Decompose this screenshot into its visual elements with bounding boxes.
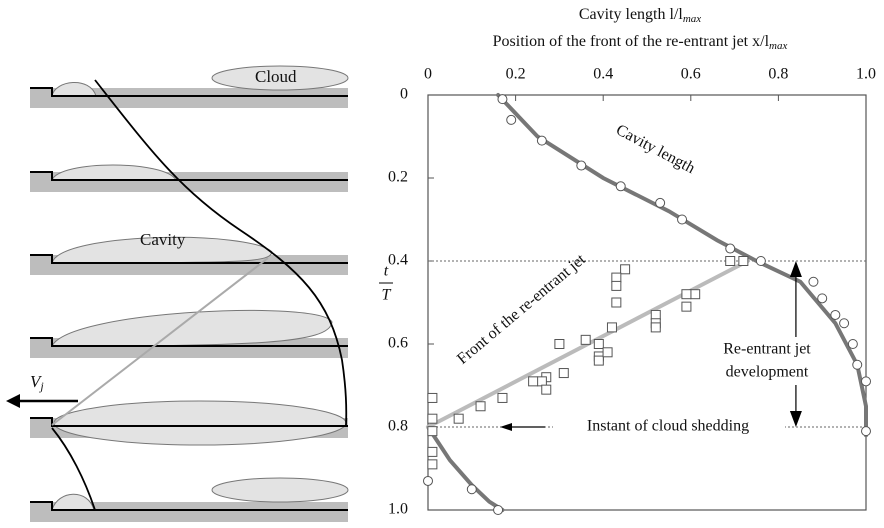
plate-edges	[30, 87, 348, 511]
square-point	[602, 347, 613, 358]
circle-point	[847, 339, 858, 349]
plates	[30, 88, 348, 522]
velocity-label: Vj	[30, 372, 44, 393]
circle-point	[497, 94, 508, 105]
circle-point	[839, 318, 850, 329]
square-point	[427, 392, 438, 403]
square-point	[475, 401, 486, 412]
square-point	[427, 426, 438, 437]
square-point	[620, 264, 631, 275]
label-bg	[715, 337, 819, 385]
annotation: Instant of cloud shedding	[587, 418, 749, 435]
square-point	[554, 339, 565, 349]
square-point	[427, 413, 438, 424]
cavity-label: Cavity	[140, 230, 186, 249]
x-tick-label: 0.6	[681, 66, 701, 83]
circle-point	[755, 256, 766, 266]
square-point	[453, 413, 464, 424]
label-bg	[553, 417, 785, 437]
circle-point	[861, 426, 871, 437]
annotation: development	[726, 364, 809, 381]
subtitle-sub: max	[769, 40, 787, 52]
square-point	[725, 256, 736, 266]
cavity-length-curve	[94, 79, 348, 427]
circle-point	[725, 243, 736, 254]
square-point	[611, 280, 622, 291]
square-point	[580, 334, 591, 345]
square-point	[593, 355, 604, 366]
circle-point	[861, 376, 871, 387]
title-sub: max	[683, 13, 701, 25]
square-point	[497, 392, 508, 403]
title-text: Cavity length l/l	[579, 6, 684, 23]
y-tick-label: 1.0	[388, 501, 408, 518]
circle-point	[466, 484, 477, 495]
plot-frame	[427, 94, 867, 511]
square-point	[427, 446, 438, 457]
x-tick-label: 0	[424, 66, 432, 83]
square-point	[427, 459, 438, 470]
square-point	[681, 289, 692, 300]
square-point	[681, 301, 692, 312]
jet-front-line	[51, 257, 269, 426]
y-tick-label: 0	[400, 86, 408, 103]
square-point	[536, 376, 547, 387]
square-point	[611, 272, 622, 283]
y-tick-label: 0.8	[388, 418, 408, 435]
y-tick-label: 0.2	[388, 169, 408, 186]
circle-point	[423, 475, 433, 486]
circle-point	[576, 160, 587, 171]
x-tick-label: 0.2	[506, 66, 526, 83]
circle-point	[655, 197, 666, 208]
square-point	[541, 384, 552, 395]
annotation: Re-entrant jet	[723, 341, 811, 358]
circle-point	[677, 214, 688, 225]
square-point	[606, 322, 617, 333]
annotation: Cavity length	[613, 121, 697, 177]
cavity-diagram: Cloud Cavity Vj	[6, 65, 349, 522]
cavity-regrowth-curve	[51, 427, 96, 511]
x-tick-label: 0.4	[593, 66, 613, 83]
circle-point	[808, 276, 819, 287]
chart-subtitle: Position of the front of the re-entrant …	[493, 33, 788, 52]
circle-point	[830, 309, 841, 320]
cavities	[51, 65, 349, 511]
square-point	[650, 309, 661, 320]
circle-point	[536, 135, 547, 146]
x-tick-label: 0.8	[768, 66, 788, 83]
annotation: Front of the re-entrant jet	[454, 251, 589, 368]
square-point	[650, 322, 661, 333]
arrow-head	[789, 261, 802, 277]
square-point	[611, 297, 622, 308]
square-point	[690, 289, 701, 300]
circle-point	[852, 359, 863, 370]
square-point	[528, 376, 539, 387]
arrow-head	[500, 423, 512, 431]
circle-point	[493, 505, 504, 515]
square-point	[558, 368, 569, 379]
circle-point	[615, 181, 626, 192]
square-point	[593, 339, 604, 349]
arrow-head	[789, 411, 802, 427]
y-label-den: T	[382, 287, 392, 304]
y-tick-label: 0.4	[388, 252, 408, 269]
chart-title: Cavity length l/lmax	[579, 6, 701, 25]
circle-point	[817, 293, 828, 304]
jet-arrow-head	[6, 394, 20, 408]
x-tick-label: 1.0	[856, 66, 876, 83]
circle-point	[506, 114, 517, 125]
square-point	[738, 256, 749, 266]
y-label-num: t	[384, 263, 389, 280]
fit-curve	[426, 425, 505, 512]
subtitle-text: Position of the front of the re-entrant …	[493, 33, 770, 50]
y-tick-label: 0.6	[388, 335, 408, 352]
cloud-label: Cloud	[255, 67, 297, 86]
